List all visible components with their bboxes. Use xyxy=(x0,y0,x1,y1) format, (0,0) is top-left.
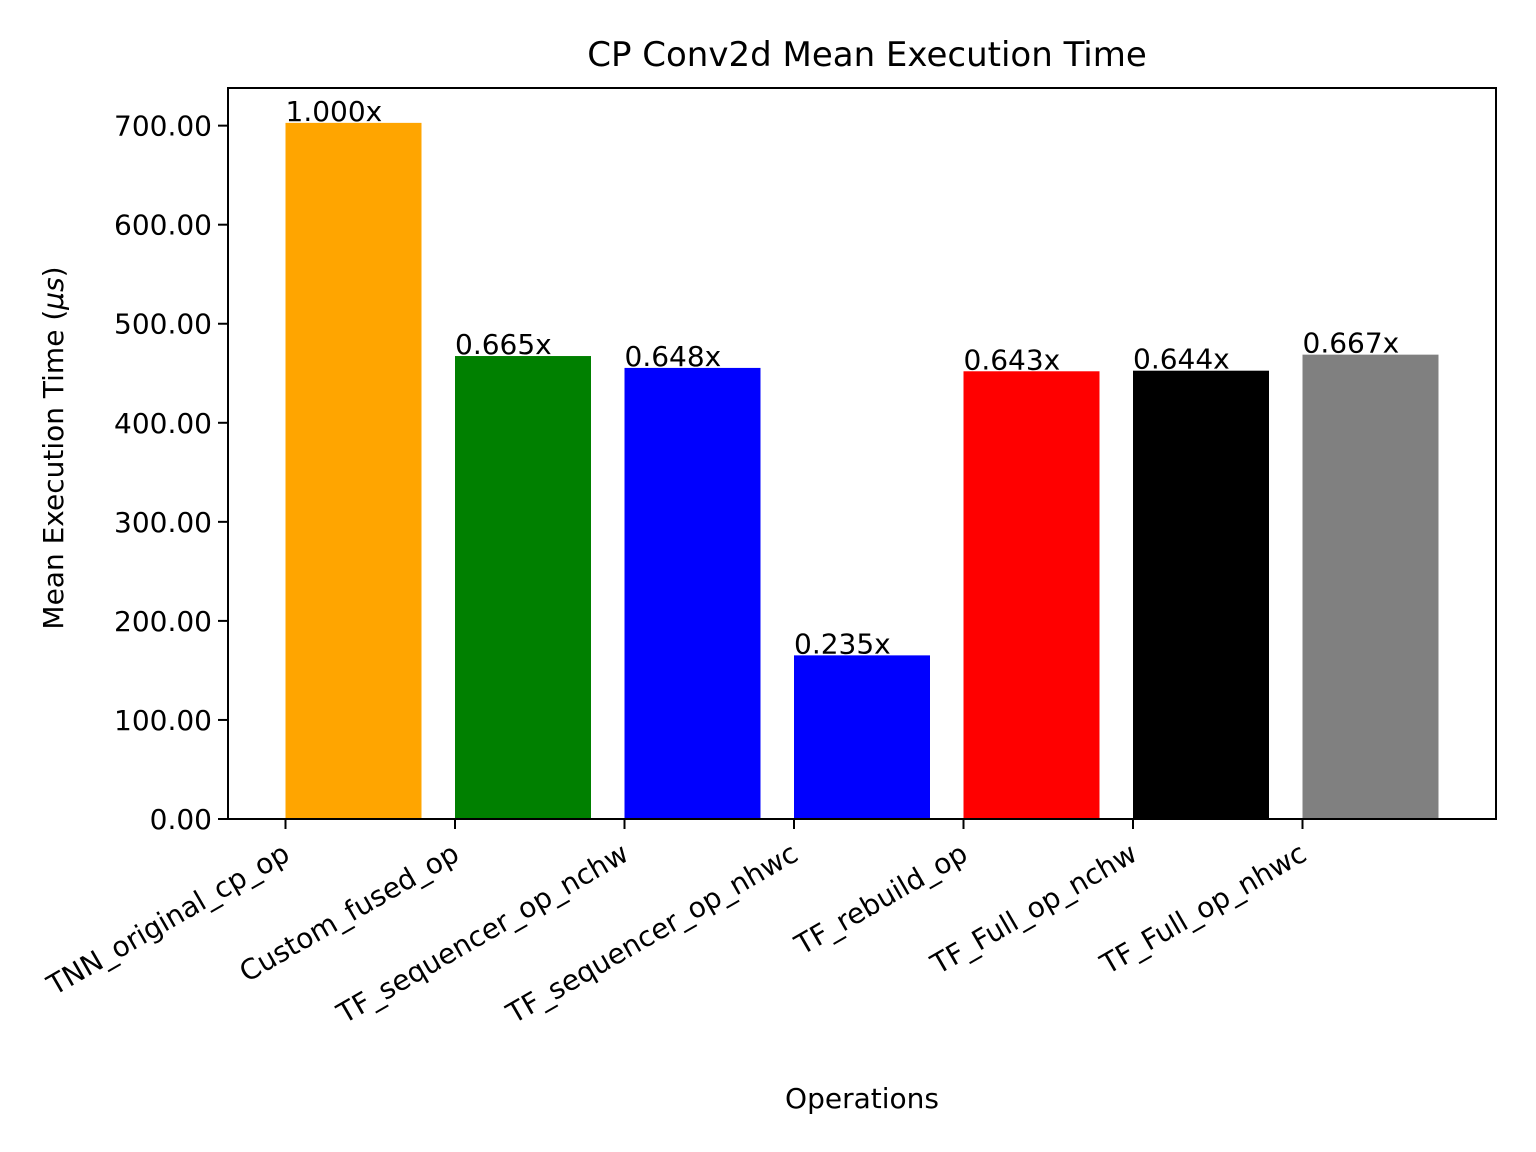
y-axis-label-symbol: μs xyxy=(37,277,70,310)
y-tick-label-3: 300.00 xyxy=(114,506,212,539)
y-tick-label-0: 0.00 xyxy=(150,803,212,836)
data-label-TF_sequencer_op_nchw: 0.648x xyxy=(625,340,722,373)
bar-TNN_original_cp_op xyxy=(285,122,422,819)
bar-TF_sequencer_op_nhwc xyxy=(794,655,930,819)
y-axis-label: Mean Execution Time (μs) xyxy=(37,266,70,629)
bar-Custom_fused_op xyxy=(455,356,591,819)
y-axis-label-text: Mean Execution Time ( xyxy=(37,310,70,630)
data-label-TF_Full_op_nchw: 0.644x xyxy=(1133,343,1230,376)
x-tick-label-TF_sequencer_op_nchw: TF_sequencer_op_nchw xyxy=(331,836,634,1030)
data-label-Custom_fused_op: 0.665x xyxy=(455,328,552,361)
y-tick-label-7: 700.00 xyxy=(114,110,212,143)
data-label-TF_rebuild_op: 0.643x xyxy=(964,343,1061,376)
y-tick-label-6: 600.00 xyxy=(114,209,212,242)
x-axis-label: Operations xyxy=(785,1082,939,1115)
y-axis: 0.00 100.00 200.00 300.00 400.00 500.00 600.00… xyxy=(114,110,228,836)
x-axis: TNN_original_cp_opCustom_fused_opTF_sequ… xyxy=(41,819,1312,1031)
chart-title: CP Conv2d Mean Execution Time xyxy=(587,35,1147,75)
y-tick-label-2: 200.00 xyxy=(114,605,212,638)
bar-TF_Full_op_nhwc xyxy=(1302,354,1439,819)
data-label-TNN_original_cp_op: 1.000x xyxy=(286,95,383,128)
data-label-TF_Full_op_nhwc: 0.667x xyxy=(1303,327,1400,360)
data-label-TF_sequencer_op_nhwc: 0.235x xyxy=(794,627,891,660)
y-tick-label-1: 100.00 xyxy=(114,704,212,737)
x-tick-label-TF_sequencer_op_nhwc: TF_sequencer_op_nhwc xyxy=(500,836,803,1030)
y-tick-label-5: 500.00 xyxy=(114,308,212,341)
bar-TF_sequencer_op_nchw xyxy=(624,367,761,819)
plot-frame xyxy=(227,87,1497,820)
bar-TF_Full_op_nchw xyxy=(1133,370,1269,819)
y-axis-label-close: ) xyxy=(37,266,70,277)
bars xyxy=(285,122,1439,819)
bar-TF_rebuild_op xyxy=(963,371,1100,819)
y-tick-label-4: 400.00 xyxy=(114,407,212,440)
data-labels: 1.000x 0.665x 0.648x 0.235x 0.643x 0.644x 0.66… xyxy=(286,95,1400,661)
